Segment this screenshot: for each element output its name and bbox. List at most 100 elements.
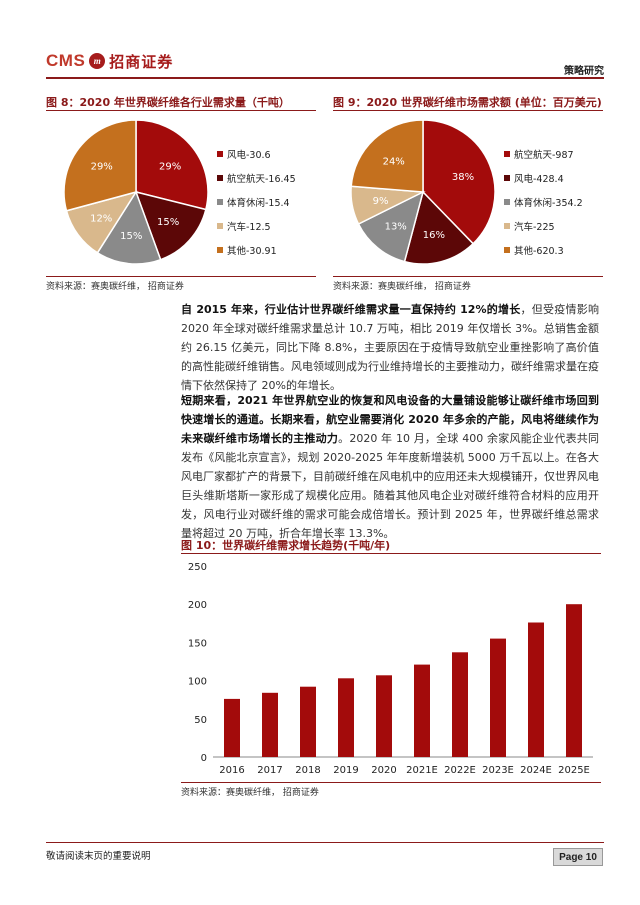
fig8-pie-chart: 29% 15% 15% 12% 29% [63,119,209,265]
fig9-slice-label-0: 38% [452,172,474,183]
fig9-legend-item-0: 航空航天-987 [504,147,574,161]
fig8-bottom-rule [46,276,316,277]
fig8-slice-1 [134,190,207,261]
fig9-slice-label-4: 24% [383,156,405,167]
fig10-ytick-5: 250 [188,562,207,573]
fig8-legend-swatch-0 [217,151,223,157]
fig9-slice-label-1: 16% [423,230,445,241]
fig8-slice-label-3: 12% [90,214,112,225]
fig8-legend-label-2: 体育休闲-15.4 [227,198,290,209]
fig10-bar-chart: 0 50 100 150 200 250 2016 2017 2018 2019 2020 2021E… [188,562,593,776]
fig8-legend-item-4: 其他-30.91 [217,243,277,257]
fig10-ytick-4: 200 [188,600,207,611]
fig9-legend-label-4: 其他-620.3 [514,246,564,257]
fig10-xtick-2: 2018 [295,765,320,776]
fig8-legend-label-4: 其他-30.91 [227,246,277,257]
fig10-bar-8 [528,622,544,757]
fig10-bar-4 [376,675,392,757]
fig10-bar-0 [224,698,240,757]
fig8-legend-swatch-2 [217,199,223,205]
company-logo: CMS m 招商证券 [46,50,173,72]
fig9-legend-swatch-2 [504,199,510,205]
fig9-legend-item-4: 其他-620.3 [504,243,564,257]
fig10-bar-1 [262,692,278,757]
fig9-legend-swatch-0 [504,151,510,157]
fig10-bar-2 [300,686,316,757]
fig9-bottom-rule [333,276,603,277]
paragraph-1-body: ，但受疫情影响 2020 年全球对碳纤维需求量总计 10.7 万吨，相比 201… [181,303,599,392]
fig9-legend-label-3: 汽车-225 [514,222,555,233]
fig8-slice-4 [63,119,137,212]
fig8-legend-swatch-1 [217,175,223,181]
fig10-title: 图 10：世界碳纤维需求增长趋势(千吨/年) [181,539,391,552]
fig8-slice-label-0: 29% [159,161,181,172]
fig10-xtick-7: 2023E [482,765,514,776]
paragraph-1-lead: 自 2015 年来，行业估计世界碳纤维需求量一直保持约 12%的增长 [181,303,521,316]
fig9-slice-1 [403,190,475,265]
fig8-legend-label-0: 风电-30.6 [227,150,271,161]
fig9-legend-item-3: 汽车-225 [504,219,555,233]
fig9-title: 图 9：2020 世界碳纤维市场需求额 (单位：百万美元) [333,96,602,109]
fig10-source: 资料来源：赛奥碳纤维， 招商证券 [181,788,319,798]
fig9-legend-item-1: 风电-428.4 [504,171,564,185]
fig9-legend-item-2: 体育休闲-354.2 [504,195,583,209]
fig8-legend-swatch-3 [217,223,223,229]
fig9-title-rule [333,110,603,111]
body-paragraph-1: 自 2015 年来，行业估计世界碳纤维需求量一直保持约 12%的增长，但受疫情影… [181,300,599,395]
fig10-ytick-1: 50 [194,715,207,726]
fig9-slice-0 [422,119,496,245]
fig8-slice-label-2: 15% [120,231,142,242]
fig9-pie-chart: 38% 16% 13% 9% 24% [350,119,496,265]
fig9-slice-2 [357,190,425,263]
fig9-slice-label-2: 13% [385,222,407,233]
fig10-bar-5 [414,664,430,757]
fig10-xtick-4: 2020 [371,765,396,776]
fig10-ytick-0: 0 [201,753,207,764]
fig10-xtick-8: 2024E [520,765,552,776]
fig10-bar-6 [452,652,468,757]
fig10-ytick-2: 100 [188,677,207,688]
fig9-legend-label-2: 体育休闲-354.2 [514,198,583,209]
logo-mark-icon: m [89,53,106,69]
page-number: Page 10 [553,848,603,866]
fig10-xtick-5: 2021E [406,765,438,776]
header-divider [46,77,604,79]
fig8-slice-0 [135,119,209,211]
fig8-slice-2 [96,190,162,265]
fig10-ytick-3: 150 [188,638,207,649]
fig8-title: 图 8：2020 年世界碳纤维各行业需求量（千吨） [46,96,290,109]
fig8-legend-swatch-4 [217,247,223,253]
fig8-title-rule [46,110,316,111]
fig8-legend-item-0: 风电-30.6 [217,147,271,161]
footer-divider [46,842,604,843]
fig9-slice-label-3: 9% [373,196,389,207]
fig10-bar-7 [490,638,506,757]
body-paragraph-2: 短期来看，2021 年世界航空业的恢复和风电设备的大量铺设能够让碳纤维市场回到快… [181,391,599,543]
fig10-xtick-6: 2022E [444,765,476,776]
section-label: 策略研究 [564,66,604,77]
fig10-xtick-9: 2025E [558,765,590,776]
fig8-legend-label-3: 汽车-12.5 [227,222,271,233]
fig10-bar-9 [566,604,582,757]
fig9-legend-swatch-3 [504,223,510,229]
fig9-source: 资料来源：赛奥碳纤维， 招商证券 [333,282,471,292]
logo-chinese: 招商证券 [109,52,174,71]
fig10-xtick-0: 2016 [219,765,244,776]
fig10-bar-3 [338,678,354,757]
fig8-source: 资料来源：赛奥碳纤维， 招商证券 [46,282,184,292]
paragraph-2-body: 。2020 年 10 月，全球 400 余家风能企业代表共同发布《风能北京宣言》… [181,432,600,540]
fig8-slice-label-4: 29% [91,162,113,173]
fig9-slice-4 [350,119,424,193]
fig8-legend-item-3: 汽车-12.5 [217,219,271,233]
fig10-xtick-1: 2017 [257,765,282,776]
fig10-xtick-3: 2019 [333,765,358,776]
fig8-slice-label-1: 15% [157,217,179,228]
paragraph-2-lead: 短期来看，2021 年世界航空业的恢复和风电设备的大量铺设能够让碳纤维市场回到快… [181,394,599,445]
fig9-legend-swatch-1 [504,175,510,181]
fig8-legend-item-1: 航空航天-16.45 [217,171,296,185]
fig9-legend-label-0: 航空航天-987 [514,150,574,161]
fig8-legend-label-1: 航空航天-16.45 [227,174,296,185]
logo-latin: CMS [46,51,86,70]
fig9-legend-label-1: 风电-428.4 [514,174,564,185]
footer-disclaimer: 敬请阅读末页的重要说明 [46,851,151,862]
